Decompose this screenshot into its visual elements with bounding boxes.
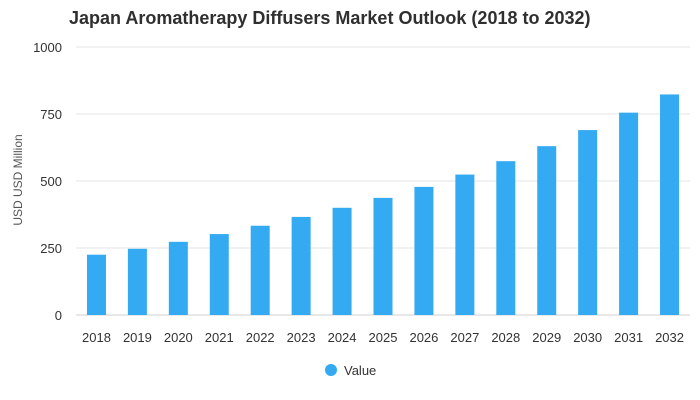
x-tick-label: 2021 — [205, 330, 234, 345]
bar-2021[interactable] — [209, 234, 229, 315]
x-tick-label: 2020 — [164, 330, 193, 345]
chart-title: Japan Aromatherapy Diffusers Market Outl… — [69, 8, 591, 28]
bar-2028[interactable] — [496, 161, 516, 315]
x-tick-label: 2025 — [369, 330, 398, 345]
bar-2024[interactable] — [332, 207, 352, 315]
x-tick-label: 2030 — [573, 330, 602, 345]
x-tick-label: 2031 — [614, 330, 643, 345]
y-tick-label: 750 — [40, 107, 62, 122]
legend-label: Value — [344, 363, 376, 378]
bar-2018[interactable] — [86, 254, 106, 315]
x-tick-label: 2022 — [246, 330, 275, 345]
y-tick-label: 1000 — [33, 40, 62, 55]
x-tick-label: 2018 — [82, 330, 111, 345]
legend[interactable]: Value — [325, 363, 376, 378]
x-tick-label: 2029 — [532, 330, 561, 345]
bar-2026[interactable] — [414, 186, 434, 315]
x-tick-label: 2024 — [328, 330, 357, 345]
bars — [86, 94, 680, 315]
x-tick-label: 2032 — [655, 330, 684, 345]
bar-2019[interactable] — [127, 248, 147, 315]
y-tick-label: 0 — [55, 308, 62, 323]
x-tick-label: 2019 — [123, 330, 152, 345]
bar-2022[interactable] — [250, 225, 270, 315]
bar-2031[interactable] — [619, 112, 639, 315]
x-tick-label: 2027 — [450, 330, 479, 345]
bar-2020[interactable] — [168, 241, 188, 315]
y-axis-ticks: 0 250 500 750 1000 — [33, 40, 62, 323]
bar-2023[interactable] — [291, 216, 311, 315]
bar-2030[interactable] — [578, 130, 598, 315]
x-tick-label: 2028 — [491, 330, 520, 345]
bar-2027[interactable] — [455, 174, 475, 315]
y-tick-label: 250 — [40, 241, 62, 256]
bar-2025[interactable] — [373, 197, 393, 315]
x-axis-ticks: 2018 2019 2020 2021 2022 2023 2024 2025 2026 2027… — [82, 330, 684, 345]
x-tick-label: 2023 — [287, 330, 316, 345]
y-axis-title: USD USD Million — [11, 134, 25, 225]
legend-marker — [325, 364, 337, 376]
x-tick-label: 2026 — [409, 330, 438, 345]
bar-2029[interactable] — [537, 146, 557, 315]
bar-2032[interactable] — [660, 94, 680, 315]
y-tick-label: 500 — [40, 174, 62, 189]
